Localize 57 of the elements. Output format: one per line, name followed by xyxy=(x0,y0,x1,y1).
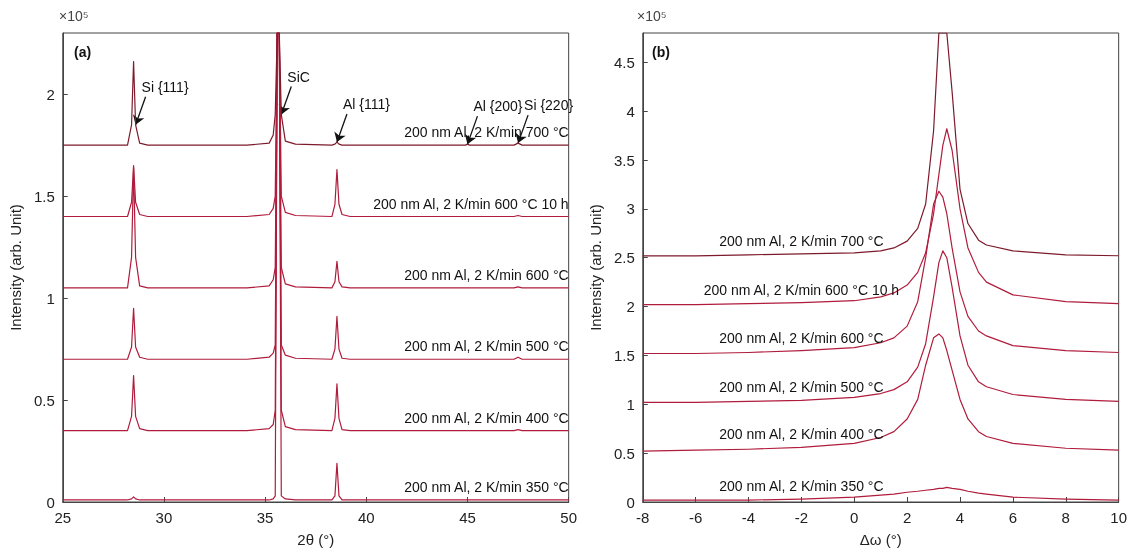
series-label: 200 nm Al, 2 K/min 350 °C xyxy=(719,478,884,495)
line-series xyxy=(642,333,1120,452)
x-tick-label: -2 xyxy=(794,509,809,526)
y-tick-label: 2 xyxy=(626,298,635,316)
x-tick-label: -4 xyxy=(741,509,756,526)
x-tick-label: 45 xyxy=(459,509,476,526)
x-tick-label: 30 xyxy=(155,509,173,526)
series-label: 200 nm Al, 2 K/min 500 °C xyxy=(404,338,569,355)
y-tick-label: 2 xyxy=(46,85,55,103)
series-label: 200 nm Al, 2 K/min 700 °C xyxy=(404,124,569,141)
annotation: (a) xyxy=(74,44,92,60)
annotation: (b) xyxy=(652,44,670,60)
series-label: 200 nm Al, 2 K/min 350 °C xyxy=(404,478,569,495)
x-tick-label: 4 xyxy=(955,509,965,526)
line-series xyxy=(642,250,1120,403)
x-axis-title: 2θ (°) xyxy=(297,531,335,548)
y-tick-label: 1 xyxy=(46,289,55,307)
series-label: 200 nm Al, 2 K/min 600 °C xyxy=(404,266,569,283)
y-axis-title: Intensity (arb. Unit) xyxy=(587,204,604,331)
line-series xyxy=(642,32,1120,257)
y-tick-label: 0.5 xyxy=(613,444,635,462)
annotation: SiC xyxy=(287,68,310,85)
y-tick-label: 1.5 xyxy=(613,346,635,364)
y-tick-label: 3 xyxy=(626,200,635,218)
x-tick-label: 25 xyxy=(54,509,72,526)
annotation: Si {111} xyxy=(141,78,189,95)
text: ×10⁵ xyxy=(59,8,89,24)
y-tick-label: 3.5 xyxy=(613,151,635,169)
series-label: 200 nm Al, 2 K/min 400 °C xyxy=(404,409,569,426)
y-tick-label: 0 xyxy=(46,493,55,511)
x-tick-label: 50 xyxy=(560,509,577,526)
y-tick-label: 2.5 xyxy=(613,249,635,267)
y-axis-title: Intensity (arb. Unit) xyxy=(7,204,24,331)
x-tick-label: 0 xyxy=(850,509,859,526)
text: ×10⁵ xyxy=(637,8,667,24)
y-tick-label: 0.5 xyxy=(33,391,55,409)
y-tick-label: 4 xyxy=(626,102,635,120)
x-tick-label: 8 xyxy=(1061,509,1070,526)
x-tick-label: -6 xyxy=(688,509,703,526)
x-tick-label: 40 xyxy=(357,509,375,526)
series-label: 200 nm Al, 2 K/min 500 °C xyxy=(719,379,884,396)
y-tick-label: 0 xyxy=(626,493,635,511)
x-tick-label: 35 xyxy=(256,509,274,526)
series-label: 200 nm Al, 2 K/min 600 °C xyxy=(719,329,884,346)
x-tick-label: -8 xyxy=(636,509,650,526)
x-tick-label: 6 xyxy=(1008,509,1018,526)
annotation: Al {200} xyxy=(473,98,523,115)
x-tick-label: 10 xyxy=(1110,509,1127,526)
x-axis-title: Δω (°) xyxy=(859,531,902,548)
series-label: 200 nm Al, 2 K/min 600 °C 10 h xyxy=(373,195,569,212)
x-tick-label: 2 xyxy=(902,509,912,526)
y-tick-label: 1.5 xyxy=(33,187,55,205)
series-label: 200 nm Al, 2 K/min 400 °C xyxy=(719,426,884,443)
annotation: Al {111} xyxy=(342,96,391,113)
y-tick-label: 4.5 xyxy=(613,53,635,71)
series-label: 200 nm Al, 2 K/min 700 °C xyxy=(719,232,884,249)
y-tick-label: 1 xyxy=(626,395,635,413)
